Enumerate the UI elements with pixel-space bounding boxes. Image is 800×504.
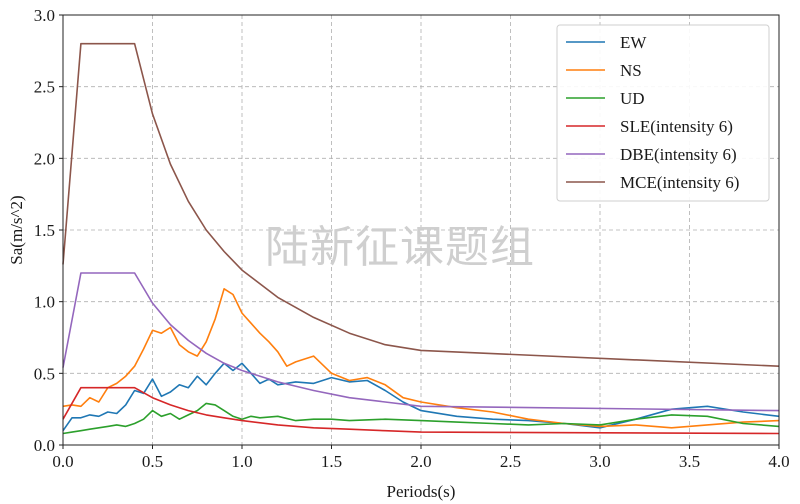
legend-label: MCE(intensity 6)	[620, 173, 739, 192]
y-tick-label: 1.0	[34, 293, 55, 312]
x-tick-label: 2.0	[410, 452, 431, 471]
legend: EW NS UD SLE(intensity 6) DBE(intensity 6) MC…	[556, 24, 770, 202]
legend-box	[556, 24, 770, 202]
y-tick-label: 0.5	[34, 364, 55, 383]
x-axis-label: Periods(s)	[387, 482, 456, 501]
watermark: 陆新征课题组	[265, 223, 535, 272]
x-tick-label: 0.5	[142, 452, 163, 471]
x-tick-label: 3.5	[679, 452, 700, 471]
x-tick-label: 2.5	[500, 452, 521, 471]
y-tick-label: 1.5	[34, 221, 55, 240]
x-tick-label: 1.5	[321, 452, 342, 471]
series-line-ns	[62, 287, 780, 429]
y-tick-label: 2.0	[34, 149, 55, 168]
legend-label: SLE(intensity 6)	[620, 117, 733, 136]
y-tick-label: 3.0	[34, 6, 55, 25]
series-line-mce-intensity-6	[62, 42, 780, 367]
legend-label: EW	[620, 33, 647, 52]
legend-label: UD	[620, 89, 645, 108]
y-axis-label: Sa(m/s^2)	[7, 195, 26, 264]
series-line-ud	[62, 402, 780, 435]
x-tick-label: 0.0	[52, 452, 73, 471]
x-axis-ticks: 0.0 0.5 1.0 1.5 2.0 2.5 3.0 3.5 4.0	[52, 445, 790, 471]
x-tick-label: 4.0	[768, 452, 789, 471]
legend-label: DBE(intensity 6)	[620, 145, 737, 164]
x-tick-label: 1.0	[231, 452, 252, 471]
legend-label: NS	[620, 61, 642, 80]
y-axis-ticks: 0.0 0.5 1.0 1.5 2.0 2.5 3.0	[34, 6, 63, 455]
y-tick-label: 0.0	[34, 436, 55, 455]
series-lines	[62, 42, 780, 435]
series-line-dbe-intensity-6	[62, 272, 780, 412]
x-tick-label: 3.0	[589, 452, 610, 471]
y-tick-label: 2.5	[34, 78, 55, 97]
series-line-sle-intensity-6	[62, 386, 780, 435]
